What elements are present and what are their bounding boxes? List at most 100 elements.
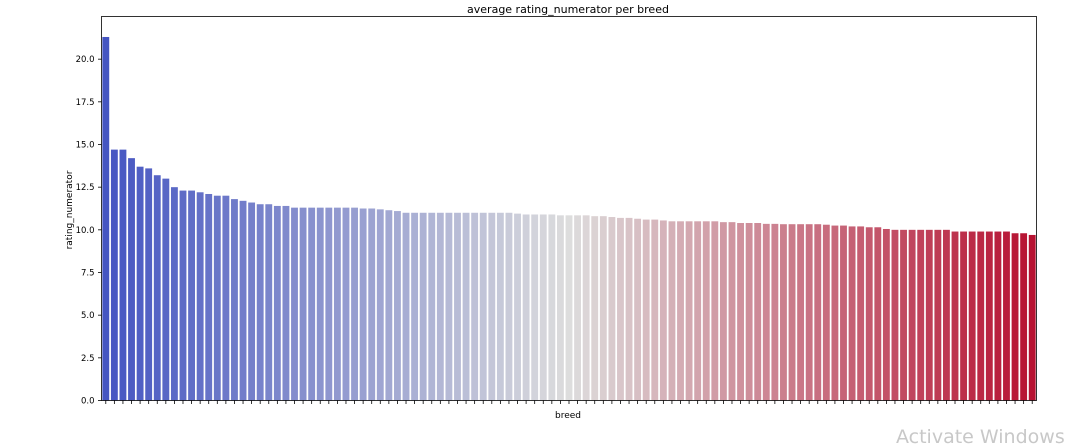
bar: [428, 212, 436, 401]
bar: [677, 221, 684, 401]
plot-frame: [101, 16, 1037, 401]
bar: [728, 222, 736, 401]
bar: [291, 207, 298, 401]
bar: [754, 223, 762, 401]
bar: [342, 207, 350, 401]
bar: [299, 207, 307, 401]
y-axis: 0.0 2.5 5.0 7.5 10.0 12.5 15.0 17.5 20.0: [76, 55, 102, 407]
bar: [188, 190, 195, 401]
bar: [745, 223, 753, 401]
y-tick-label: 17.5: [76, 98, 95, 108]
bar: [822, 224, 830, 401]
bar: [642, 219, 650, 401]
bar: [102, 36, 110, 401]
bar: [316, 207, 324, 401]
bar: [505, 212, 513, 401]
bar: [814, 224, 822, 401]
bar: [351, 207, 358, 401]
bar: [1011, 233, 1019, 401]
bar: [1003, 231, 1010, 401]
bar: [445, 212, 453, 401]
bar: [471, 212, 479, 401]
bar: [402, 212, 410, 401]
bar: [694, 221, 702, 401]
bar: [994, 231, 1002, 401]
bar: [917, 229, 925, 401]
bar: [1020, 233, 1028, 401]
bar: [805, 224, 813, 401]
y-tick-label: 20.0: [76, 55, 95, 65]
bar: [110, 149, 118, 401]
bar: [882, 228, 890, 401]
bar: [522, 214, 530, 401]
bar: [711, 221, 719, 401]
bar: [282, 205, 290, 401]
bar: [128, 158, 135, 401]
y-tick-label: 15.0: [76, 141, 95, 151]
y-tick-label: 5.0: [81, 311, 95, 321]
bar: [685, 221, 693, 401]
bar: [325, 207, 333, 401]
bar: [1028, 234, 1036, 401]
bar: [556, 215, 564, 401]
bar: [119, 149, 127, 401]
bar: [951, 231, 959, 401]
bar: [625, 217, 633, 401]
bar: [179, 190, 187, 401]
bar: [213, 195, 221, 401]
bar: [719, 222, 727, 401]
bar: [659, 220, 667, 401]
bar: [419, 212, 427, 401]
y-axis-label: rating_numerator: [65, 170, 75, 249]
x-ticks-group: [105, 400, 1033, 404]
bar: [608, 217, 616, 401]
bar: [436, 212, 444, 401]
bar: [273, 205, 281, 401]
bar: [702, 221, 710, 401]
bar: [977, 231, 985, 401]
bar: [874, 227, 882, 401]
bar: [831, 225, 839, 401]
bar: [857, 226, 865, 401]
bar: [394, 211, 401, 401]
bar: [479, 212, 487, 401]
bar: [308, 207, 316, 401]
bar: [780, 224, 787, 401]
bar: [196, 192, 204, 401]
bar: [359, 208, 367, 401]
bar: [599, 216, 607, 401]
bar: [539, 214, 547, 401]
bar: [840, 225, 847, 401]
bar: [960, 231, 968, 401]
bar: [462, 212, 470, 401]
bar: [231, 199, 238, 401]
bar: [634, 218, 642, 401]
bar: [385, 210, 393, 401]
bar: [239, 200, 247, 401]
chart-title: average rating_numerator per breed: [467, 3, 669, 16]
bar: [170, 187, 178, 401]
bar: [145, 168, 153, 401]
bar: [985, 231, 993, 401]
bar: [908, 229, 916, 401]
bar: [411, 212, 419, 401]
bar: [162, 178, 170, 401]
y-tick-label: 0.0: [81, 397, 95, 407]
bar: [797, 224, 805, 401]
bar: [762, 223, 770, 401]
bar: [153, 175, 161, 401]
bar: [248, 202, 256, 401]
bar: [943, 229, 950, 401]
y-tick-label: 2.5: [81, 354, 95, 364]
bar: [514, 213, 521, 401]
bar: [591, 216, 599, 401]
bar: [368, 208, 376, 401]
windows-activation-watermark: Activate Windows: [896, 426, 1065, 448]
bar: [205, 193, 213, 401]
bar: [968, 231, 976, 401]
bar: [496, 212, 504, 401]
y-tick-label: 12.5: [76, 183, 95, 193]
y-tick-label: 10.0: [76, 226, 95, 236]
bar: [548, 214, 556, 401]
